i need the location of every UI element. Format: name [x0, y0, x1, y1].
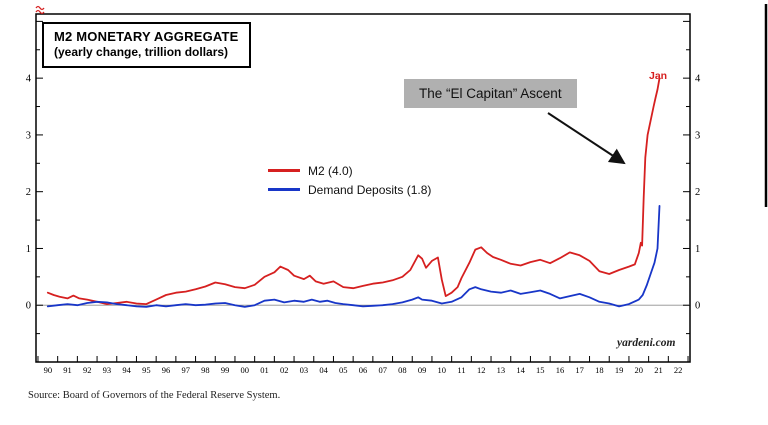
- y-axis-label-right: 1: [695, 244, 700, 255]
- y-axis-label-left: 0: [26, 301, 31, 312]
- watermark: yardeni.com: [617, 337, 676, 349]
- legend-item-demand-deposits: Demand Deposits (1.8): [268, 180, 431, 199]
- x-axis-label: 14: [516, 365, 525, 375]
- x-axis-label: 17: [575, 365, 584, 375]
- x-axis-label: 00: [241, 365, 250, 375]
- chart-frame: [35, 13, 691, 363]
- x-axis-label: 08: [398, 365, 407, 375]
- x-axis-label: 04: [319, 365, 328, 375]
- x-axis-label: 09: [418, 365, 427, 375]
- chart-subtitle: (yearly change, trillion dollars): [54, 45, 229, 60]
- x-axis-label: 07: [378, 365, 387, 375]
- m2-line-swatch: [268, 169, 300, 172]
- x-axis-label: 22: [674, 365, 683, 375]
- x-axis-label: 21: [654, 365, 663, 375]
- x-axis-label: 15: [536, 365, 545, 375]
- x-axis-label: 95: [142, 365, 151, 375]
- x-axis-label: 90: [44, 365, 53, 375]
- x-axis-label: 12: [477, 365, 486, 375]
- x-axis-label: 99: [221, 365, 230, 375]
- x-axis-label: 11: [457, 365, 465, 375]
- x-axis-label: 18: [595, 365, 604, 375]
- y-axis-label-left: 3: [26, 130, 31, 141]
- chart-title: M2 MONETARY AGGREGATE: [54, 29, 239, 44]
- legend-label-demand-deposits: Demand Deposits (1.8): [308, 182, 432, 197]
- legend-label-m2: M2 (4.0): [308, 163, 353, 178]
- demand-deposits-line-swatch: [268, 188, 300, 191]
- demand-deposits-line: [46, 204, 661, 308]
- x-axis-label: 16: [556, 365, 565, 375]
- x-axis-label: 03: [300, 365, 309, 375]
- y-axis-label-left: 2: [26, 187, 31, 198]
- y-axis-label-right: 2: [695, 187, 700, 198]
- x-axis-label: 91: [63, 365, 72, 375]
- annotation-callout: The “El Capitan” Ascent: [404, 79, 577, 108]
- x-axis-label: 94: [122, 365, 131, 375]
- legend-item-m2: M2 (4.0): [268, 161, 431, 180]
- x-axis-label: 20: [635, 365, 644, 375]
- x-axis-label: 06: [359, 365, 368, 375]
- y-axis-label-right: 3: [695, 130, 700, 141]
- legend: M2 (4.0) Demand Deposits (1.8): [268, 161, 431, 199]
- source-note: Source: Board of Governors of the Federa…: [28, 390, 281, 401]
- peak-month-label: Jan: [649, 70, 668, 82]
- x-axis-label: 10: [438, 365, 447, 375]
- y-axis-label-right: 4: [695, 74, 701, 85]
- x-axis-label: 97: [181, 365, 190, 375]
- m2-line: [46, 77, 661, 306]
- x-axis-label: 02: [280, 365, 289, 375]
- logo-mark-icon: [35, 2, 49, 20]
- x-axis-label: 96: [162, 365, 171, 375]
- x-axis-label: 01: [260, 365, 269, 375]
- y-axis-label-right: 0: [695, 301, 700, 312]
- x-axis-label: 98: [201, 365, 210, 375]
- y-axis-label-left: 4: [26, 74, 32, 85]
- x-axis-label: 92: [83, 365, 92, 375]
- annotation-arrow: [547, 112, 626, 165]
- x-axis-label: 05: [339, 365, 348, 375]
- x-axis-label: 13: [497, 365, 506, 375]
- x-axis-label: 93: [103, 365, 112, 375]
- y-axis-label-left: 1: [26, 244, 31, 255]
- chart-title-box: M2 MONETARY AGGREGATE (yearly change, tr…: [42, 22, 251, 69]
- x-axis-label: 19: [615, 365, 624, 375]
